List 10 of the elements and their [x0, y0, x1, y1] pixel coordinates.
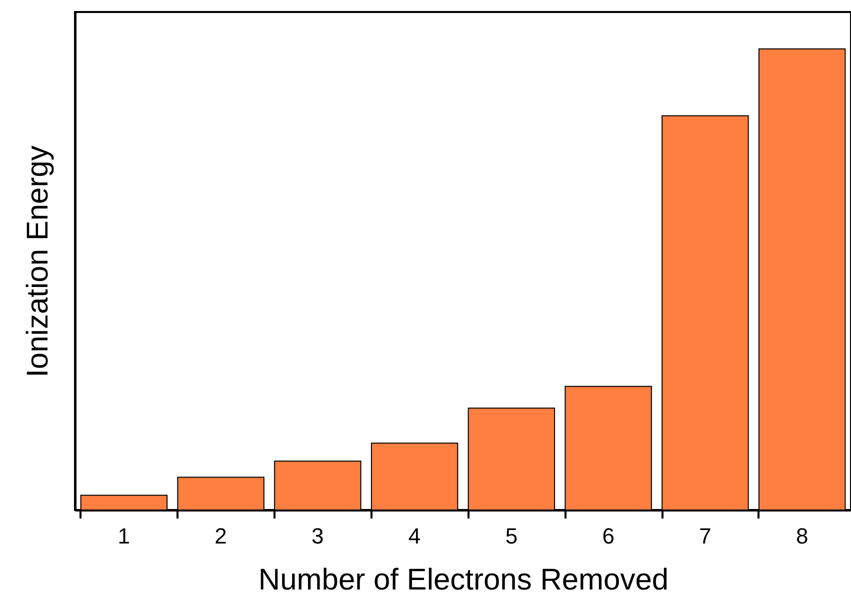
x-tick-label: 8 [796, 524, 808, 548]
x-tick-label: 5 [505, 524, 518, 548]
x-tick-label: 3 [312, 524, 324, 548]
x-axis-title: Number of Electrons Removed [258, 564, 669, 596]
y-axis-title: Ionization Energy [22, 146, 54, 378]
x-tick-label: 4 [408, 524, 421, 548]
x-tick-label: 1 [118, 524, 130, 548]
x-tick-label: 6 [602, 524, 614, 548]
x-tick-label: 7 [699, 524, 712, 548]
x-tick-label: 2 [214, 524, 227, 548]
